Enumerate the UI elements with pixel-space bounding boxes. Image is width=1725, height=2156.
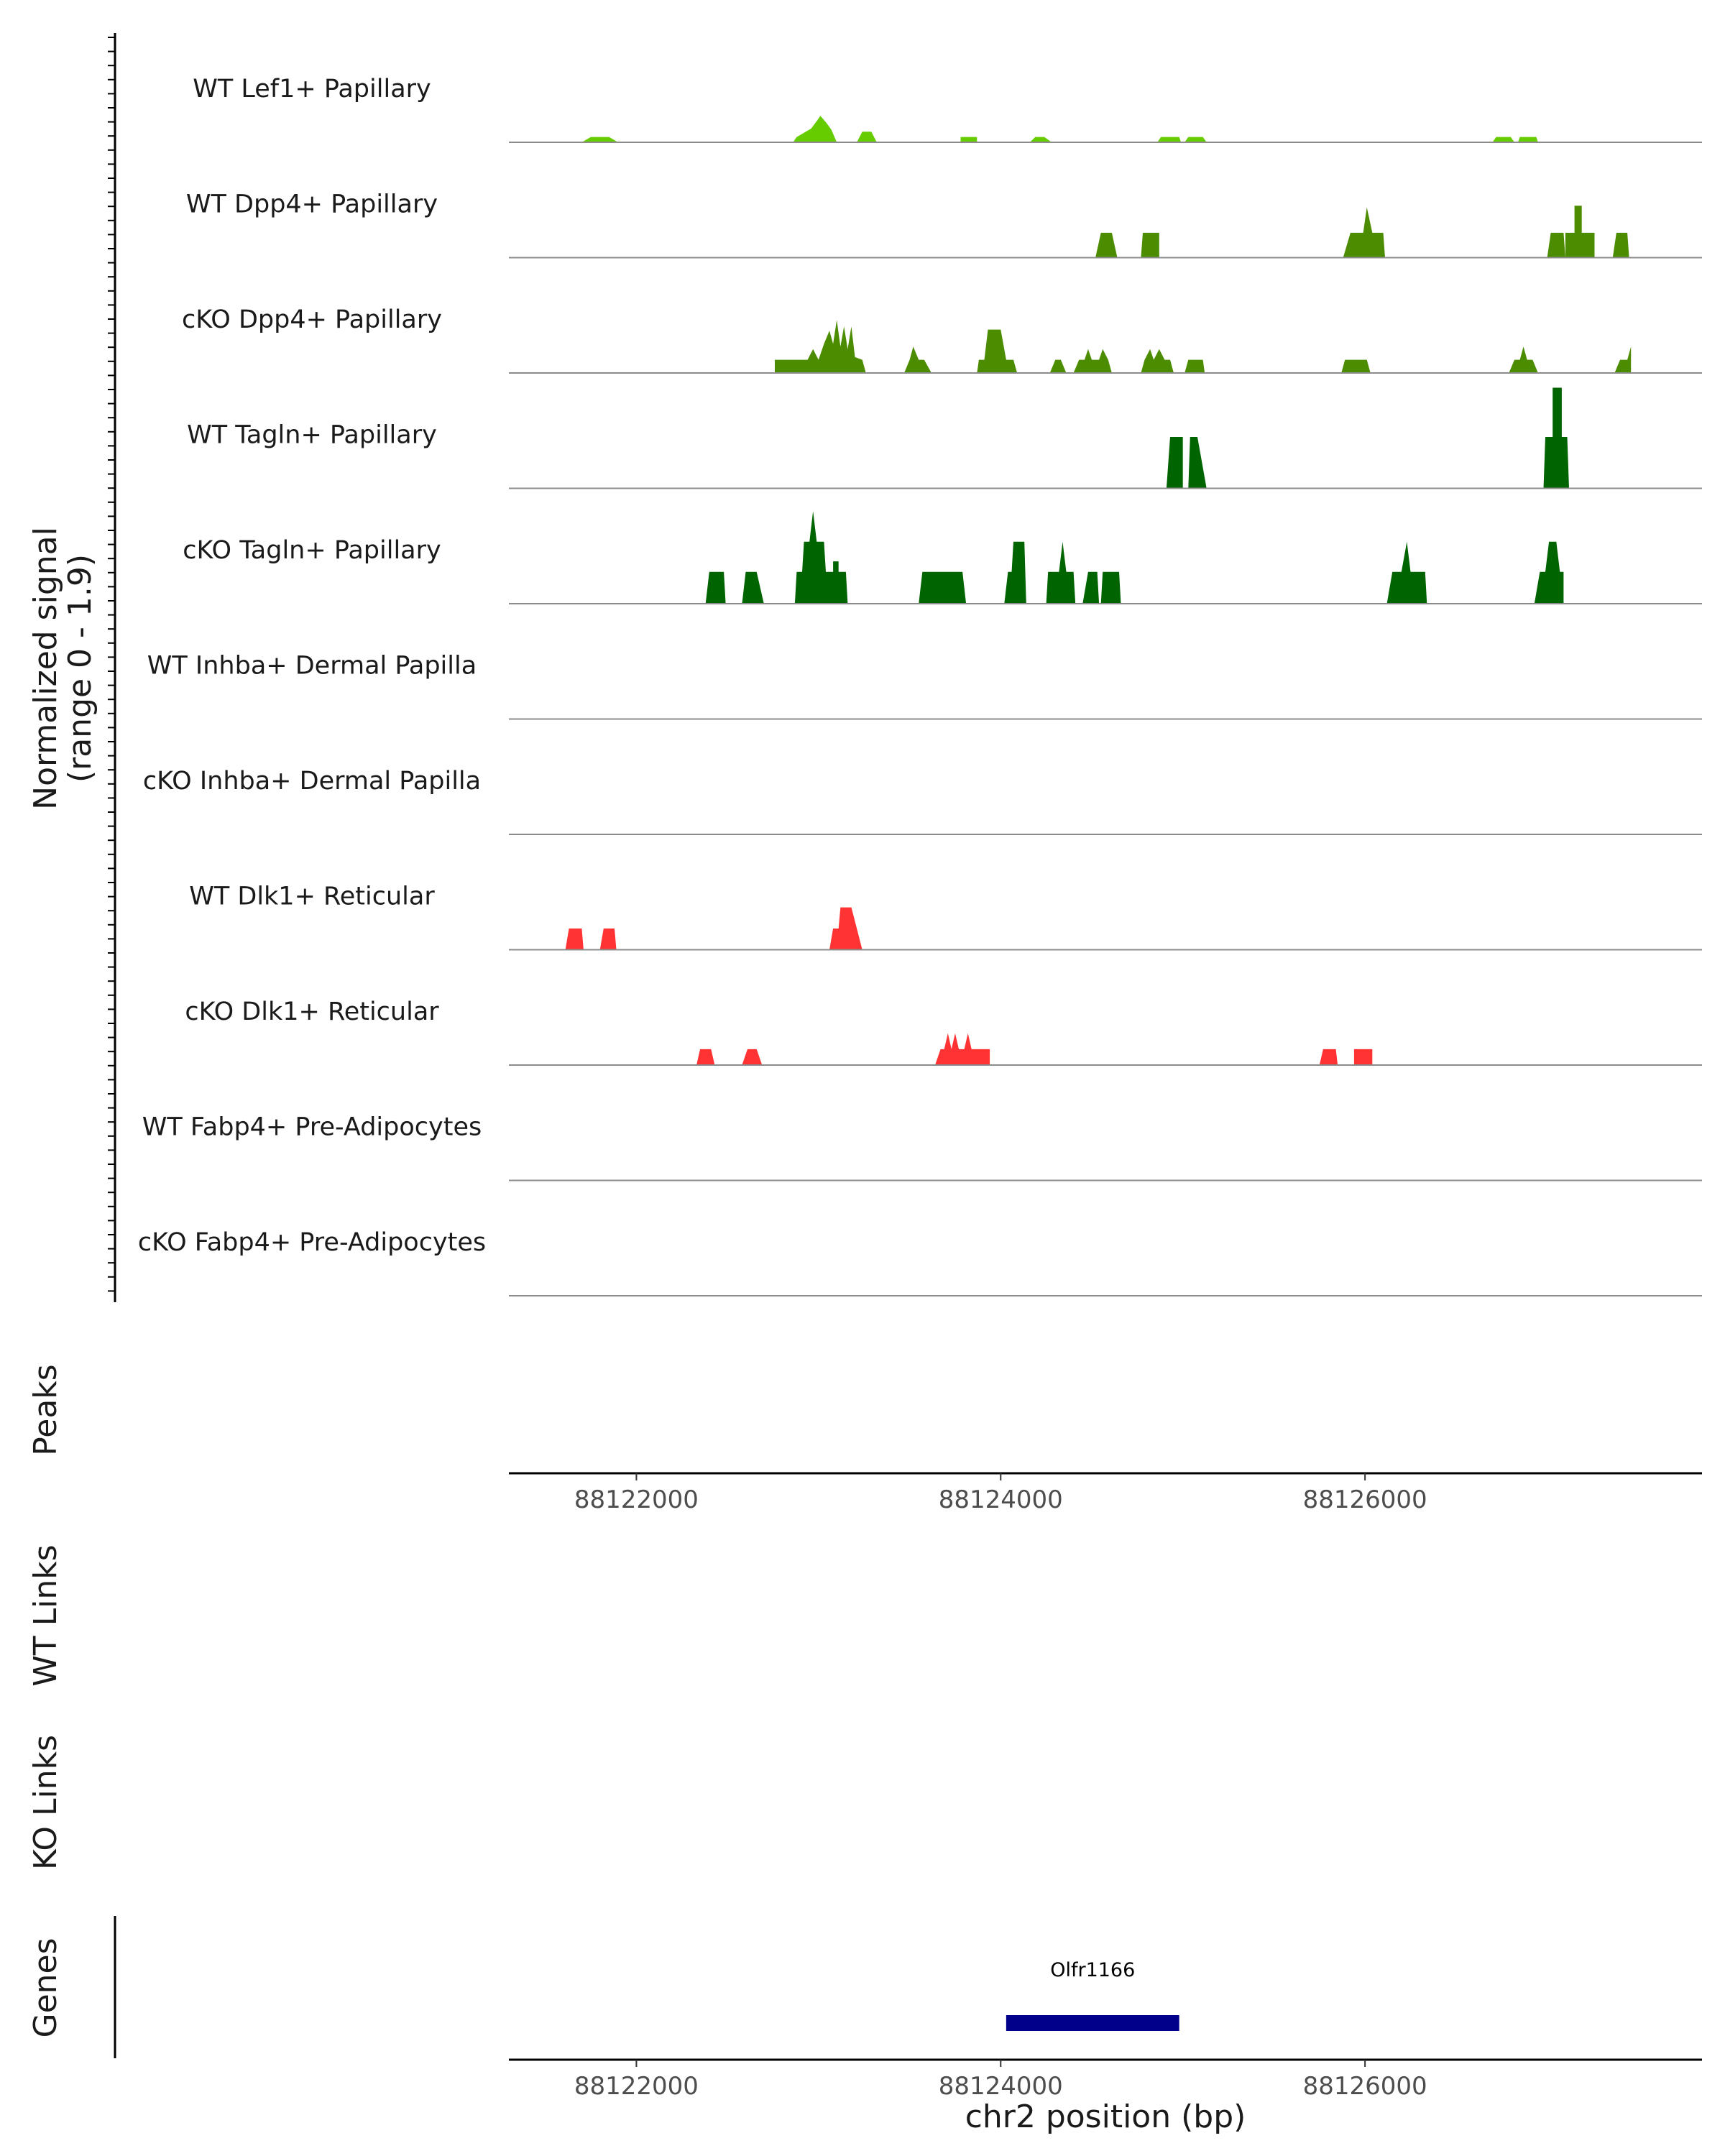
x-tick-label: 88124000 xyxy=(939,1485,1063,1514)
signal-area xyxy=(1095,232,1118,258)
signal-area xyxy=(904,346,932,373)
signal-area xyxy=(1534,541,1564,604)
track-label: WT Dlk1+ Reticular xyxy=(189,883,435,911)
track: cKO Fabp4+ Pre-Adipocytes xyxy=(138,1228,1702,1296)
signal-area xyxy=(581,137,619,142)
x-tick-label: 88126000 xyxy=(1303,2072,1427,2101)
track: cKO Dlk1+ Reticular xyxy=(185,998,1702,1066)
signal-area xyxy=(1543,387,1569,489)
x-tick-label: 88126000 xyxy=(1303,1485,1427,1514)
track: WT Dlk1+ Reticular xyxy=(189,883,1702,951)
signal-area xyxy=(1386,541,1427,604)
signal-area xyxy=(1614,346,1632,373)
signal-area xyxy=(1509,346,1538,373)
peaks-x-ticks: 88122000 88124000 88126000 xyxy=(574,1473,1427,1514)
signal-area xyxy=(829,907,862,950)
x-tick-label: 88122000 xyxy=(574,2072,699,2101)
track-label: cKO Tagln+ Papillary xyxy=(183,536,441,565)
track-label: WT Lef1+ Papillary xyxy=(193,75,431,103)
signal-area xyxy=(794,511,848,604)
track-label: WT Dpp4+ Papillary xyxy=(186,190,438,219)
signal-area xyxy=(1353,1049,1373,1065)
ko-links-panel-label: KO Links xyxy=(27,1735,64,1870)
track: WT Tagln+ Papillary xyxy=(187,387,1702,489)
signal-area xyxy=(1049,359,1067,373)
track-label: cKO Dpp4+ Papillary xyxy=(182,305,442,334)
genes-panel-label: Genes xyxy=(27,1938,64,2037)
wt-links-panel-label: WT Links xyxy=(27,1544,64,1686)
signal-area xyxy=(1157,137,1182,142)
signal-area xyxy=(1612,232,1629,258)
signal-area xyxy=(1518,137,1538,142)
gene-label: Olfr1166 xyxy=(1050,1959,1135,1981)
signal-area xyxy=(1319,1049,1338,1065)
signal-area xyxy=(1565,206,1595,258)
signal-area xyxy=(705,571,726,604)
signal-area xyxy=(935,1033,990,1065)
track: cKO Dpp4+ Papillary xyxy=(182,305,1702,374)
track-label: cKO Fabp4+ Pre-Adipocytes xyxy=(138,1228,486,1257)
signal-area xyxy=(960,137,978,142)
signal-area xyxy=(1341,359,1371,373)
track: WT Inhba+ Dermal Papilla xyxy=(147,652,1702,720)
track: WT Dpp4+ Papillary xyxy=(186,190,1702,259)
signal-area xyxy=(696,1049,715,1065)
track: WT Fabp4+ Pre-Adipocytes xyxy=(142,1113,1702,1181)
gene-annotations: Olfr1166 xyxy=(1006,1959,1179,2031)
x-tick-label: 88122000 xyxy=(574,1485,699,1514)
signal-area xyxy=(742,1049,763,1065)
gene-body xyxy=(1006,2015,1179,2031)
signal-area xyxy=(793,116,837,142)
signal-area xyxy=(977,329,1018,373)
signal-area xyxy=(1343,207,1385,258)
signal-area xyxy=(1141,349,1174,373)
track-label: cKO Inhba+ Dermal Papilla xyxy=(143,767,481,796)
coverage-y-ticks xyxy=(108,37,115,1292)
peaks-panel-label: Peaks xyxy=(27,1364,64,1455)
signal-area xyxy=(599,929,617,950)
signal-area xyxy=(1547,232,1565,258)
signal-area xyxy=(857,132,877,142)
signal-area xyxy=(565,929,584,950)
signal-area xyxy=(1188,437,1207,489)
signal-area xyxy=(1073,349,1112,373)
signal-area xyxy=(775,320,866,373)
signal-area xyxy=(1100,571,1121,604)
signal-area xyxy=(919,571,967,604)
track: WT Lef1+ Papillary xyxy=(193,75,1702,143)
signal-area xyxy=(742,571,764,604)
x-tick-label: 88124000 xyxy=(939,2072,1063,2101)
track: cKO Inhba+ Dermal Papilla xyxy=(143,767,1702,835)
signal-area xyxy=(1166,437,1183,489)
signal-area xyxy=(1029,137,1052,142)
signal-area xyxy=(1492,137,1514,142)
track-label: WT Fabp4+ Pre-Adipocytes xyxy=(142,1113,482,1142)
signal-area xyxy=(1082,571,1100,604)
signal-area xyxy=(1184,137,1207,142)
track-label: WT Tagln+ Papillary xyxy=(187,421,437,450)
y-axis-range: (range 0 - 1.9) xyxy=(62,554,98,783)
signal-area xyxy=(1046,541,1076,604)
track-label: WT Inhba+ Dermal Papilla xyxy=(147,652,477,681)
track: cKO Tagln+ Papillary xyxy=(183,511,1702,604)
signal-area xyxy=(1184,359,1205,373)
coverage-tracks: WT Lef1+ Papillary WT Dpp4+ Papillary cKO … xyxy=(138,75,1702,1296)
x-axis-title: chr2 position (bp) xyxy=(965,2099,1246,2135)
signal-area xyxy=(1141,232,1159,258)
track-label: cKO Dlk1+ Reticular xyxy=(185,998,439,1026)
genes-x-ticks: 88122000 88124000 88126000 xyxy=(574,2060,1427,2101)
signal-area xyxy=(1004,541,1026,604)
y-axis-title: Normalized signal xyxy=(27,527,64,810)
